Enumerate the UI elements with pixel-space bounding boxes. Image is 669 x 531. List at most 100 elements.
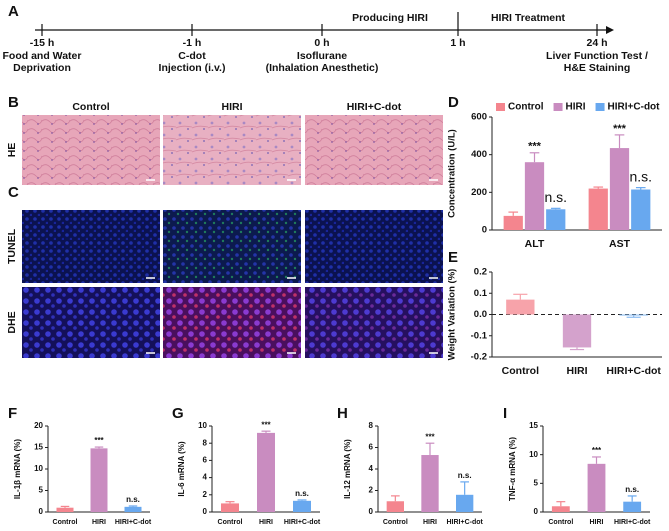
significance-label: *** [613, 123, 627, 135]
timeline-label: H&E Staining [564, 62, 631, 74]
x-tick-label: HIRI+C-dot [284, 519, 321, 526]
panel-label: H [337, 405, 348, 422]
timeline-arrow [606, 26, 614, 34]
micrograph [163, 287, 301, 358]
x-tick-label: HIRI+C-dot [606, 365, 661, 377]
legend-label: Control [508, 102, 544, 113]
x-tick-label: Control [383, 519, 408, 526]
y-tick-label: 8 [203, 438, 208, 447]
panel-label: E [448, 249, 458, 266]
bar [506, 299, 535, 315]
bar [257, 432, 275, 512]
significance-label: n.s. [629, 168, 652, 184]
y-tick-label: 20 [34, 421, 43, 430]
x-tick-label: HIRI+C-dot [614, 519, 651, 526]
bar [124, 506, 142, 512]
timeline-label: Deprivation [13, 62, 71, 74]
legend-swatch [595, 103, 605, 111]
x-tick-label: HIRI [590, 519, 604, 526]
panel-label: G [172, 405, 184, 422]
x-tick-label: Control [53, 519, 78, 526]
y-tick-label: 10 [34, 464, 43, 473]
y-tick-label: 15 [529, 421, 538, 430]
bar [293, 500, 311, 512]
micrograph [305, 287, 443, 358]
bar [524, 162, 545, 230]
y-axis-title: TNF-α mRNA (%) [508, 437, 517, 502]
y-axis-title: IL-12 mRNA (%) [343, 439, 352, 499]
y-tick-label: 4 [203, 473, 208, 482]
column-label: Control [72, 101, 109, 113]
significance-label: n.s. [126, 495, 140, 504]
y-axis-title: Concentration (U/L) [447, 129, 458, 218]
micrograph [305, 210, 443, 283]
x-tick-label: HIRI+C-dot [115, 519, 152, 526]
micrograph [22, 115, 160, 185]
timeline-phase: HIRI Treatment [491, 12, 566, 24]
timeline-label: Food and Water [3, 50, 82, 62]
panel-label: I [503, 405, 507, 422]
timeline-time: -15 h [30, 37, 55, 49]
significance-label: n.s. [544, 189, 567, 205]
x-tick-label: Control [502, 365, 539, 377]
timeline-label: C-dot [178, 50, 206, 62]
y-tick-label: 10 [198, 421, 207, 430]
micrograph [22, 287, 160, 358]
y-tick-label: 200 [471, 187, 487, 198]
y-axis-title: IL-1β mRNA (%) [13, 439, 22, 499]
row-label: TUNEL [6, 228, 18, 264]
significance-label: *** [94, 436, 104, 445]
y-tick-label: 0.1 [474, 288, 488, 299]
y-axis-title: Weight Variation (%) [447, 269, 458, 361]
bar [456, 494, 474, 512]
bar [631, 189, 651, 230]
bar [619, 314, 648, 316]
micrograph [305, 115, 443, 185]
x-tick-label: HIRI [567, 365, 588, 377]
micrograph [163, 210, 301, 283]
x-tick-label: HIRI [92, 519, 106, 526]
y-tick-label: 15 [34, 443, 43, 452]
y-tick-label: 0 [203, 507, 208, 516]
y-tick-label: 600 [471, 112, 487, 123]
x-tick-label: Control [548, 519, 573, 526]
y-tick-label: 10 [529, 450, 538, 459]
legend-swatch [553, 103, 563, 111]
bar [56, 507, 74, 512]
bar [421, 455, 439, 512]
significance-label: n.s. [625, 485, 639, 494]
row-label: HE [6, 143, 18, 158]
bar [386, 501, 404, 512]
significance-label: n.s. [295, 489, 309, 498]
y-tick-label: 0 [39, 507, 44, 516]
y-axis-title: IL-6 mRNA (%) [177, 441, 186, 497]
panel-label: C [8, 184, 19, 201]
bar [587, 463, 606, 512]
x-tick-label: HIRI+C-dot [446, 519, 483, 526]
significance-label: *** [592, 446, 602, 455]
y-tick-label: 400 [471, 149, 487, 160]
bar [546, 209, 566, 230]
bar [551, 506, 570, 512]
x-tick-label: HIRI [259, 519, 273, 526]
bar [562, 314, 592, 348]
significance-label: *** [528, 141, 542, 153]
panel-label: F [8, 405, 17, 422]
significance-label: *** [261, 420, 271, 429]
micrograph [22, 210, 160, 283]
timeline-label: Injection (i.v.) [159, 62, 226, 74]
bar [609, 148, 630, 230]
y-tick-label: 6 [203, 456, 208, 465]
y-tick-label: 5 [534, 478, 539, 487]
timeline-label: Liver Function Test / [546, 50, 648, 62]
timeline-phase: Producing HIRI [352, 12, 428, 24]
y-tick-label: 0.2 [474, 267, 487, 278]
timeline-time: -1 h [183, 37, 202, 49]
timeline-label: (Inhalation Anesthetic) [266, 62, 379, 74]
timeline-time: 1 h [450, 37, 465, 49]
panel-label: D [448, 94, 459, 111]
y-tick-label: 0.0 [474, 309, 487, 320]
legend-label: HIRI [566, 102, 586, 113]
column-label: HIRI [222, 101, 243, 113]
